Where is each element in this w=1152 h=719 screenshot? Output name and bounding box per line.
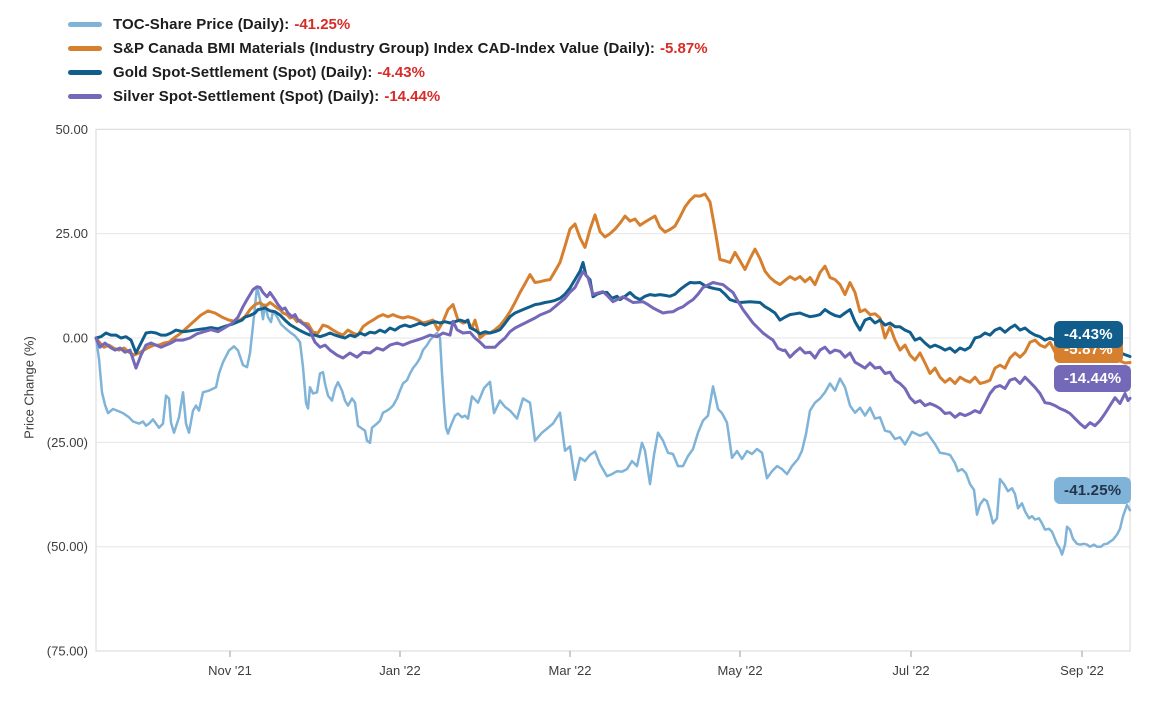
series-line-silver [94,270,1132,430]
x-axis-tick-label: Jul '22 [892,663,929,678]
legend-item-gold-spot[interactable]: Gold Spot-Settlement (Spot) (Daily): -4.… [68,60,708,84]
silver-series-swatch-icon [68,93,102,99]
legend-label: TOC-Share Price (Daily): [113,15,290,33]
toc-series-swatch-icon [68,21,102,27]
legend-item-toc[interactable]: TOC-Share Price (Daily): -41.25% [68,12,708,36]
series-line-toc [94,285,1132,556]
toc-end-value-badge: -41.25% [1054,477,1132,504]
gold-end-value-badge: -4.43% [1054,321,1123,348]
plot-area-border [95,128,1131,652]
y-axis-tick-label: (50.00) [47,539,88,554]
x-axis-tick-label: Sep '22 [1060,663,1104,678]
legend-item-silver-spot[interactable]: Silver Spot-Settlement (Spot) (Daily): -… [68,84,708,108]
legend-change-value: -14.44% [384,87,441,105]
legend-change-value: -41.25% [294,15,351,33]
materials-series-swatch-icon [68,45,102,51]
legend-item-materials-index[interactable]: S&P Canada BMI Materials (Industry Group… [68,36,708,60]
y-axis-tick-label: 50.00 [55,122,88,137]
x-axis-tick-label: Mar '22 [549,663,592,678]
x-axis-tick-label: Nov '21 [208,663,252,678]
y-axis-tick-label: (25.00) [47,435,88,450]
gold-series-swatch-icon [68,69,102,75]
legend-label: Silver Spot-Settlement (Spot) (Daily): [113,87,380,105]
x-axis-tick-label: Jan '22 [379,663,421,678]
y-axis-tick-label: (75.00) [47,644,88,659]
legend-label: S&P Canada BMI Materials (Industry Group… [113,39,656,57]
legend-change-value: -4.43% [377,63,425,81]
silver-end-value-badge: -14.44% [1054,365,1132,392]
legend-change-value: -5.87% [660,39,708,57]
y-axis-tick-label: 0.00 [63,331,88,346]
legend-label: Gold Spot-Settlement (Spot) (Daily): [113,63,373,81]
series-line-materials [94,192,1132,385]
x-axis-tick-label: May '22 [717,663,762,678]
y-axis-tick-label: 25.00 [55,226,88,241]
legend: TOC-Share Price (Daily): -41.25% S&P Can… [68,12,708,108]
series-line-gold [94,261,1132,358]
